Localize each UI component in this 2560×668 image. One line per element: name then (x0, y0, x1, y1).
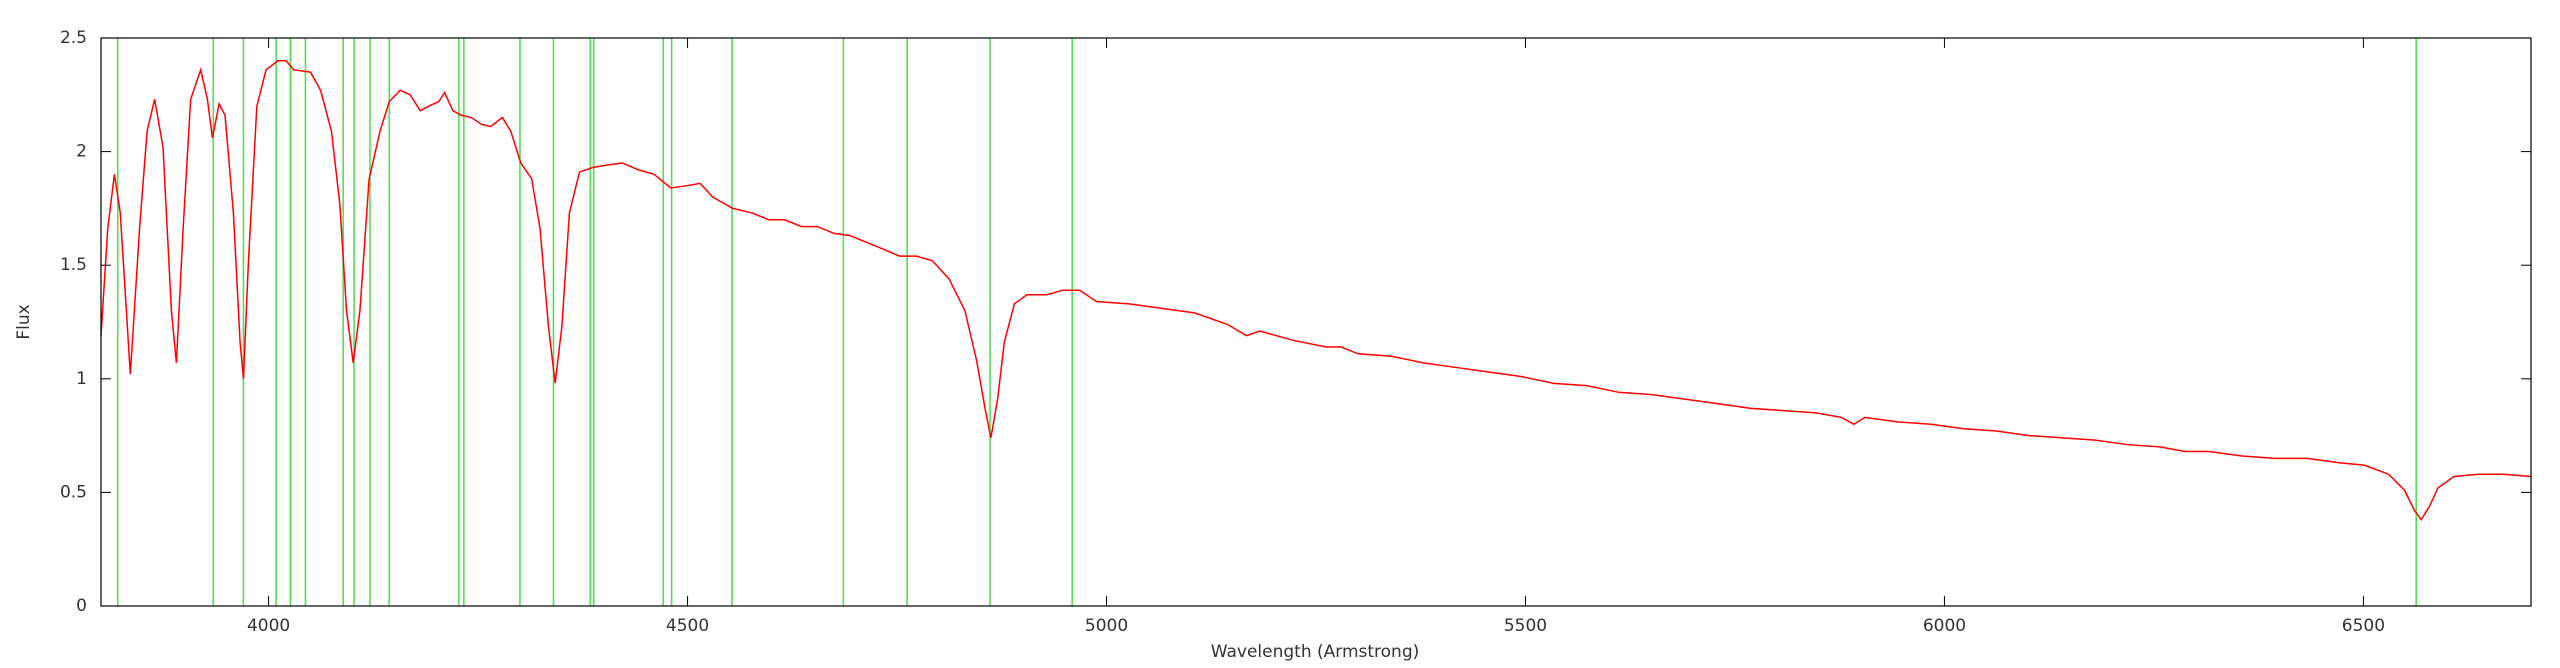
spectrum-line (100, 59, 2532, 522)
y-axis-label: Flux (14, 304, 34, 339)
x-tick-label: 6000 (1923, 616, 1966, 636)
plot-frame (100, 37, 2532, 607)
y-tick-label: 2.5 (60, 28, 87, 48)
x-tick-label: 4500 (666, 616, 709, 636)
x-tick-label: 5000 (1085, 616, 1128, 636)
x-axis-label: Wavelength (Armstrong) (1211, 642, 1420, 662)
y-tick-label: 0 (76, 596, 87, 616)
x-tick-label: 6500 (2342, 616, 2385, 636)
x-tick-label: 5500 (1504, 616, 1547, 636)
y-tick-label: 1 (76, 369, 87, 389)
y-tick-label: 0.5 (60, 482, 87, 502)
x-tick-label: 4000 (247, 616, 290, 636)
y-tick-label: 1.5 (60, 255, 87, 275)
y-tick-label: 2 (76, 142, 87, 162)
